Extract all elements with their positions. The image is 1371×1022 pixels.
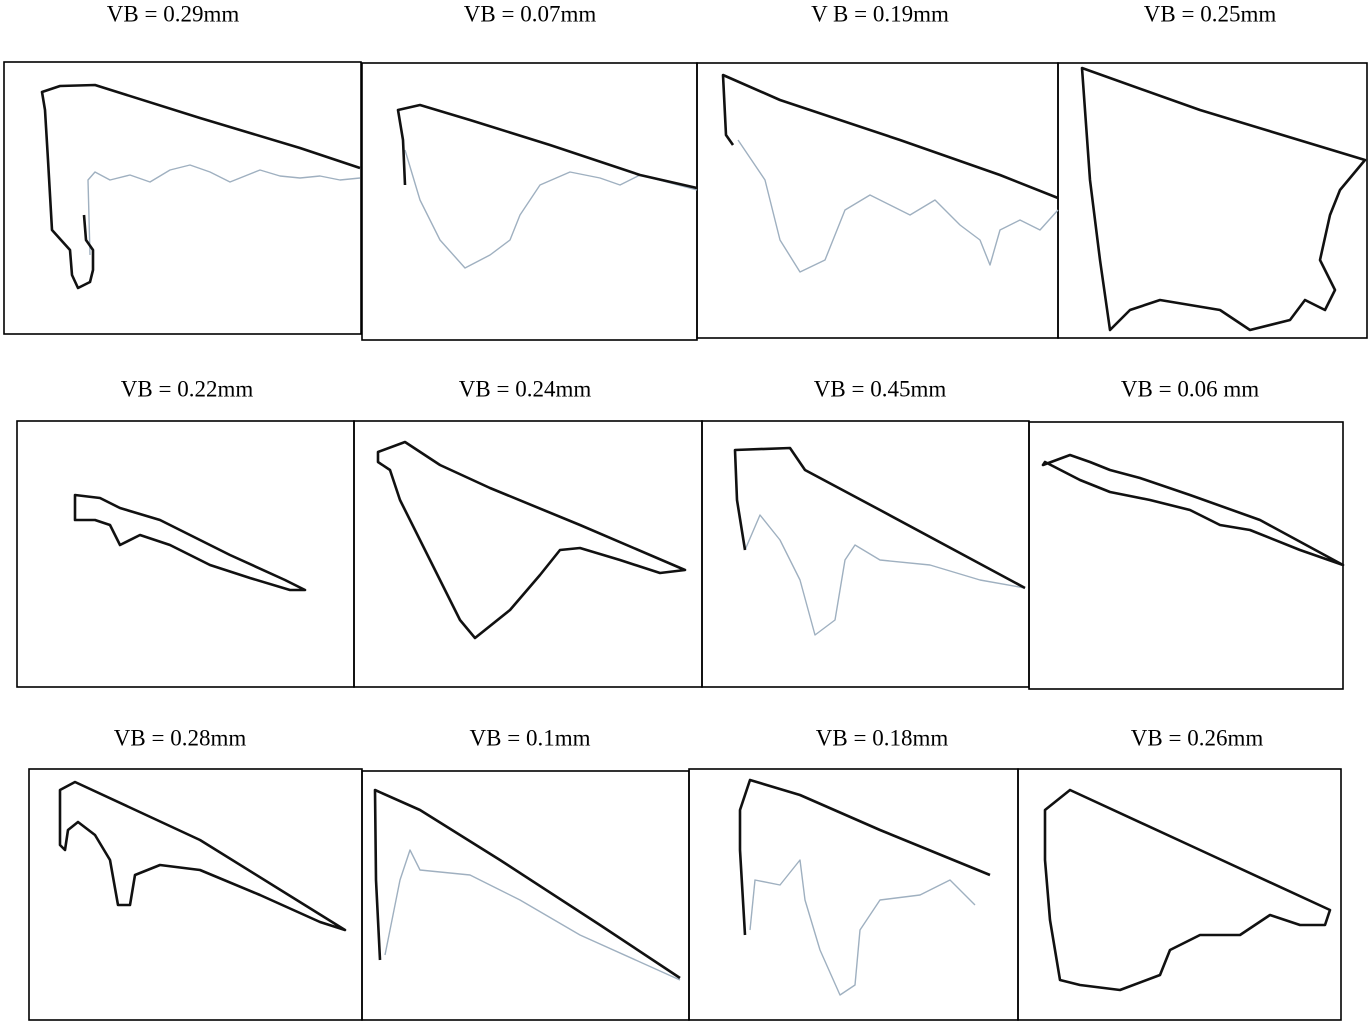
tool-edge [378,442,685,638]
panel-label: VB = 0.1mm [470,725,591,750]
panel-label: VB = 0.28mm [114,725,247,750]
tool-edge [75,495,305,590]
tool-edge [740,780,990,935]
panel-frame [689,769,1018,1020]
wear-contour [405,150,697,268]
figure: VB = 0.29mm VB = 0.07mm V B = 0.19mm VB … [0,0,1371,1022]
panel-label: VB = 0.25mm [1144,1,1277,26]
tool-edge [42,85,360,288]
tool-edge [398,105,697,188]
panel-frame [29,769,362,1020]
panel-label: V B = 0.19mm [811,1,949,26]
panel-frame [697,63,1058,338]
panel-label: VB = 0.06 mm [1121,376,1259,401]
wear-contour [385,850,680,980]
panel-frame [1029,422,1343,689]
page: VB = 0.29mm VB = 0.07mm V B = 0.19mm VB … [0,0,1371,1022]
tool-edge [1045,790,1330,990]
tool-edge [375,790,680,978]
panel-label: VB = 0.24mm [459,376,592,401]
tool-edge [723,75,1058,198]
panel-label: VB = 0.29mm [107,1,240,26]
panel-frame [702,421,1029,687]
panel-frame [362,771,689,1020]
tool-edge [1043,455,1343,565]
panel-frame [4,62,361,334]
panel-label: VB = 0.26mm [1131,725,1264,750]
panel-label: VB = 0.07mm [464,1,597,26]
panel-label: VB = 0.22mm [121,376,254,401]
panel-label: VB = 0.18mm [816,725,949,750]
wear-contour [745,515,1025,635]
tool-edge [1082,68,1365,330]
wear-contour [750,860,975,995]
tool-edge [735,448,1025,588]
wear-contour [738,140,1058,272]
tool-edge [60,782,345,930]
panel-label: VB = 0.45mm [814,376,947,401]
wear-contour [88,165,360,255]
